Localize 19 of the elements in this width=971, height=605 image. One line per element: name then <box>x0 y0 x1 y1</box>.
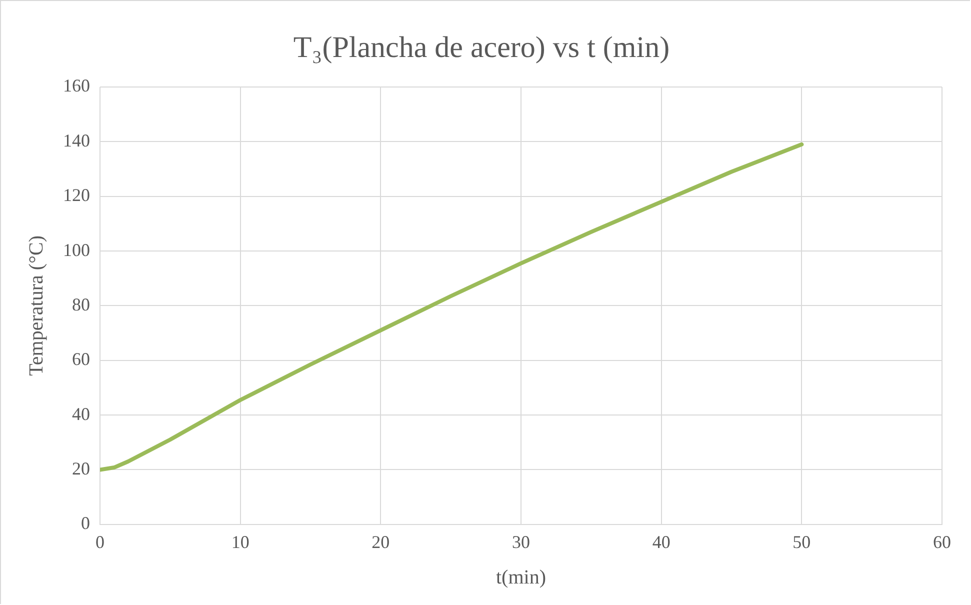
x-tick-label: 0 <box>96 532 104 552</box>
x-tick-label: 30 <box>512 532 530 552</box>
y-tick-label: 120 <box>63 185 90 206</box>
y-tick-label: 60 <box>72 349 90 370</box>
y-tick-label: 100 <box>63 240 90 260</box>
y-tick-label: 20 <box>72 458 90 478</box>
x-tick-label: 60 <box>933 532 951 552</box>
chart-title: T₃(Plancha de acero) vs t (min) <box>293 30 670 64</box>
x-tick-label: 50 <box>792 532 811 552</box>
y-axis-title: Temperatura (°C) <box>25 235 48 376</box>
y-tick-label: 40 <box>72 404 90 424</box>
y-tick-label: 140 <box>63 130 90 150</box>
x-tick-label: 20 <box>372 532 390 552</box>
x-tick-label: 10 <box>231 532 250 552</box>
y-tick-label: 0 <box>81 513 90 534</box>
y-tick-label: 160 <box>63 76 90 96</box>
x-axis-title: t(min) <box>496 566 546 588</box>
x-tick-label: 40 <box>652 532 670 552</box>
y-tick-label: 80 <box>72 294 90 314</box>
